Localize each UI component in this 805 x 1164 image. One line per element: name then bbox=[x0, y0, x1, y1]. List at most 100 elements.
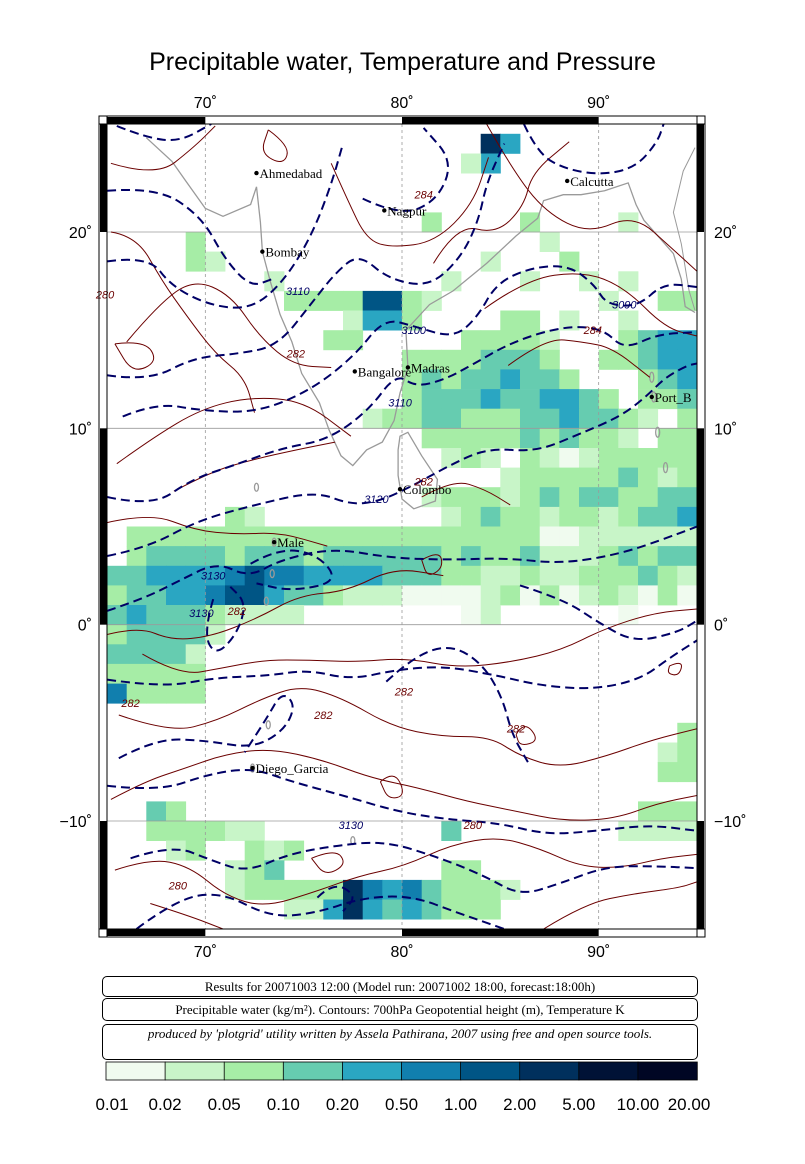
precip-cell bbox=[500, 467, 521, 488]
precip-cell bbox=[343, 330, 364, 351]
precip-cell bbox=[520, 349, 541, 370]
precip-cell bbox=[539, 428, 560, 449]
precip-cell bbox=[598, 565, 619, 586]
precip-cell bbox=[264, 879, 285, 900]
colorbar-label: 1.00 bbox=[444, 1095, 478, 1114]
precip-cell bbox=[402, 290, 423, 311]
precip-cell bbox=[244, 585, 265, 606]
precip-cell bbox=[421, 408, 442, 429]
city-marker bbox=[260, 249, 265, 254]
precip-cell bbox=[638, 526, 659, 547]
contour-label: 3100 bbox=[402, 325, 427, 337]
precip-cell bbox=[382, 546, 403, 567]
precip-cell bbox=[500, 369, 521, 390]
precip-cell bbox=[107, 663, 128, 684]
precip-cell bbox=[107, 624, 128, 645]
precip-cell bbox=[421, 526, 442, 547]
geopotential-contour-line bbox=[107, 525, 697, 612]
precip-cell bbox=[343, 565, 364, 586]
precip-cell bbox=[657, 389, 678, 410]
precip-cell bbox=[166, 624, 187, 645]
precip-cell bbox=[185, 644, 206, 665]
precip-cell bbox=[539, 349, 560, 370]
precip-cell bbox=[618, 428, 639, 449]
temperature-contour-line bbox=[543, 881, 697, 929]
precip-cell bbox=[185, 605, 206, 625]
precip-cell bbox=[539, 330, 560, 351]
precip-cell bbox=[677, 585, 697, 606]
geopotential-contour-line bbox=[107, 326, 697, 503]
contour-label: 3120 bbox=[364, 494, 389, 506]
precip-cell bbox=[461, 389, 482, 410]
precip-cell bbox=[539, 232, 560, 252]
precip-cell bbox=[500, 408, 521, 429]
precip-cell bbox=[205, 546, 226, 567]
precip-cell bbox=[146, 546, 167, 567]
precip-cell bbox=[520, 467, 541, 488]
geopotential-contour-line bbox=[122, 265, 697, 418]
contour-label: 284 bbox=[413, 190, 432, 202]
precip-cell bbox=[402, 389, 423, 410]
precip-cell bbox=[598, 349, 619, 370]
precip-cell bbox=[441, 349, 462, 370]
precipitation-grid bbox=[107, 133, 697, 920]
island-coast bbox=[253, 482, 260, 492]
east-coast bbox=[672, 147, 696, 311]
precip-cell bbox=[520, 389, 541, 410]
precip-cell bbox=[205, 585, 226, 606]
precip-cell bbox=[657, 487, 678, 508]
precip-cell bbox=[480, 487, 501, 508]
precip-cell bbox=[500, 526, 521, 547]
temperature-contour-line bbox=[150, 903, 224, 929]
precip-cell bbox=[520, 428, 541, 449]
precip-cell bbox=[225, 526, 246, 547]
precip-cell bbox=[362, 546, 383, 567]
precip-cell bbox=[579, 506, 600, 527]
precip-cell bbox=[598, 467, 619, 488]
contour-label: 282 bbox=[120, 698, 139, 710]
precip-cell bbox=[480, 369, 501, 390]
precip-cell bbox=[677, 448, 697, 468]
colorbar-label: 0.20 bbox=[325, 1095, 359, 1114]
colorbar-label: 0.05 bbox=[207, 1095, 241, 1114]
precip-cell bbox=[126, 585, 147, 606]
precip-cell bbox=[205, 624, 226, 645]
geopotential-contours bbox=[107, 124, 697, 929]
precip-cell bbox=[362, 408, 383, 429]
precip-cell bbox=[520, 487, 541, 508]
precip-cell bbox=[146, 565, 167, 586]
precip-cell bbox=[480, 526, 501, 547]
colorbar bbox=[105, 1061, 698, 1081]
precip-cell bbox=[284, 585, 305, 606]
precip-cell bbox=[677, 349, 697, 370]
precip-cell bbox=[618, 330, 639, 351]
precip-cell bbox=[382, 585, 403, 606]
colorbar-swatch bbox=[105, 1061, 166, 1081]
city-label: Bombay bbox=[265, 245, 310, 260]
precip-cell bbox=[657, 506, 678, 527]
precip-cell bbox=[618, 605, 639, 625]
geopotential-contour-line bbox=[107, 362, 697, 557]
precip-cell bbox=[500, 546, 521, 567]
precip-cell bbox=[559, 408, 580, 429]
precip-cell bbox=[146, 605, 167, 625]
geopotential-contour-line bbox=[385, 646, 529, 763]
precip-cell bbox=[244, 605, 265, 625]
city-marker bbox=[271, 540, 277, 545]
precip-cell bbox=[677, 408, 697, 429]
precip-cell bbox=[126, 683, 147, 704]
colorbar-swatch bbox=[401, 1061, 462, 1081]
precip-cell bbox=[382, 310, 403, 331]
precip-cell bbox=[598, 389, 619, 410]
geopotential-contour-line bbox=[107, 143, 344, 309]
precip-cell bbox=[677, 467, 697, 488]
precip-cell bbox=[539, 369, 560, 390]
precip-cell bbox=[618, 526, 639, 547]
colorbar-swatch bbox=[282, 1061, 344, 1081]
precip-cell bbox=[343, 899, 364, 920]
precip-cell bbox=[264, 585, 285, 606]
precip-cell bbox=[677, 546, 697, 567]
precip-cell bbox=[598, 585, 619, 606]
temperature-contour-line bbox=[110, 231, 255, 413]
